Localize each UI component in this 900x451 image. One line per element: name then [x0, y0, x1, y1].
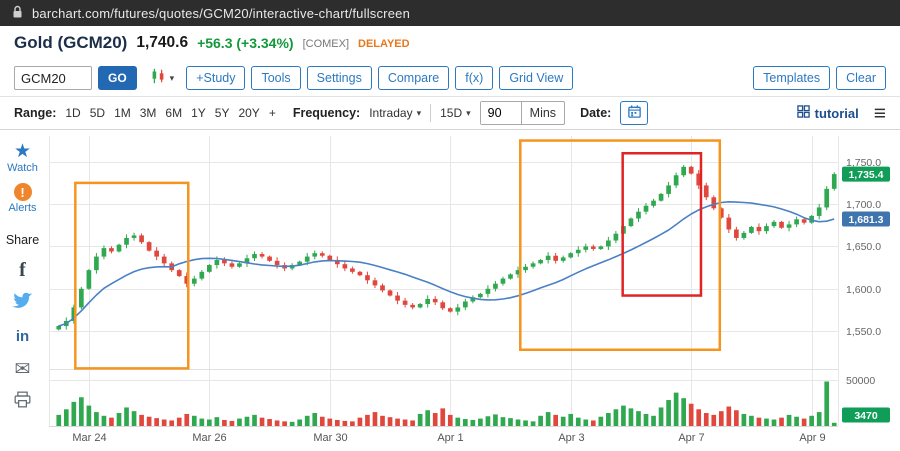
chart-canvas[interactable]: Mar 24 Mar 26 Mar 30 Apr 1 Apr 3 Apr 7 Apr 9 1,…: [45, 130, 900, 451]
lock-icon: [12, 5, 23, 22]
tutorial-button[interactable]: tutorial: [796, 105, 859, 121]
linkedin-share-button[interactable]: in: [16, 323, 29, 349]
exchange-label: [COMEX]: [302, 38, 350, 50]
period-select[interactable]: 15D ▾: [440, 106, 471, 120]
alerts-button[interactable]: ! Alerts: [8, 183, 37, 214]
grid-view-button[interactable]: Grid View: [499, 66, 574, 90]
interval-unit-label: Mins: [520, 102, 564, 124]
chart-type-selector[interactable]: ▾: [149, 67, 175, 90]
interval-input-group: Mins: [479, 101, 566, 125]
printer-icon: [13, 391, 32, 413]
frequency-value: Intraday: [369, 106, 413, 120]
hamburger-menu-icon[interactable]: ≡: [873, 101, 886, 125]
svg-text:1,650.0: 1,650.0: [846, 241, 881, 253]
frequency-select[interactable]: Intraday ▾: [369, 106, 421, 120]
range-option-20y[interactable]: 20Y: [238, 106, 260, 120]
chevron-down-icon: ▾: [466, 107, 471, 118]
range-option-1y[interactable]: 1Y: [191, 106, 206, 120]
frequency-label: Frequency:: [292, 106, 361, 120]
watch-button[interactable]: ★ Watch: [7, 142, 38, 174]
chevron-down-icon: ▾: [169, 72, 175, 83]
watch-star-icon: ★: [13, 141, 32, 162]
svg-text:Apr 1: Apr 1: [437, 432, 463, 444]
fx-button[interactable]: f(x): [455, 66, 494, 90]
range-option-custom[interactable]: +: [268, 106, 276, 120]
facebook-icon: f: [19, 258, 26, 281]
svg-text:Apr 3: Apr 3: [558, 432, 584, 444]
watch-label: Watch: [7, 162, 38, 174]
range-option-3m[interactable]: 3M: [139, 106, 157, 120]
range-option-5y[interactable]: 5Y: [214, 106, 230, 120]
last-price: 1,740.6: [136, 34, 189, 51]
price-chart[interactable]: Mar 24 Mar 26 Mar 30 Apr 1 Apr 3 Apr 7 Apr 9 1,…: [45, 130, 900, 451]
svg-text:Mar 30: Mar 30: [313, 432, 347, 444]
date-label: Date:: [580, 106, 612, 120]
clear-button[interactable]: Clear: [836, 66, 886, 90]
chart-toolbar: GO ▾ +Study Tools Settings Compare f(x) …: [0, 60, 900, 96]
twitter-icon: [12, 292, 33, 315]
envelope-icon: ✉: [14, 358, 31, 380]
settings-button[interactable]: Settings: [306, 66, 372, 90]
email-share-button[interactable]: ✉: [15, 356, 31, 382]
tools-button[interactable]: Tools: [251, 66, 301, 90]
svg-text:1,735.4: 1,735.4: [848, 169, 883, 181]
svg-text:1,750.0: 1,750.0: [846, 157, 881, 169]
svg-text:1,681.3: 1,681.3: [848, 214, 883, 226]
chevron-down-icon: ▾: [416, 107, 422, 118]
range-option-1m[interactable]: 1M: [114, 106, 131, 120]
candlestick-icon: [149, 67, 167, 90]
divider: [430, 104, 432, 122]
price-change: +56.3 (+3.34%): [197, 35, 294, 51]
range-option-1d[interactable]: 1D: [65, 106, 81, 120]
share-label: Share: [5, 233, 40, 247]
range-label: Range:: [14, 106, 57, 120]
svg-text:1,700.0: 1,700.0: [846, 199, 881, 211]
quote-header: Gold (GCM20) 1,740.6 +56.3 (+3.34%) [COM…: [0, 26, 900, 60]
svg-text:3470: 3470: [854, 410, 878, 422]
main-area: ★ Watch ! Alerts Share f in ✉: [0, 130, 900, 451]
period-value: 15D: [440, 106, 463, 120]
date-picker-button[interactable]: [620, 101, 649, 125]
twitter-share-button[interactable]: [12, 290, 33, 316]
go-button[interactable]: GO: [98, 66, 137, 90]
facebook-share-button[interactable]: f: [19, 257, 26, 283]
svg-text:Apr 9: Apr 9: [799, 432, 825, 444]
linkedin-icon: in: [15, 327, 30, 345]
range-option-6m[interactable]: 6M: [165, 106, 183, 120]
alert-exclamation-icon: !: [13, 183, 32, 201]
grid-icon: [796, 105, 810, 121]
interval-input[interactable]: [480, 102, 521, 124]
compare-button[interactable]: Compare: [377, 66, 450, 90]
delayed-badge: DELAYED: [358, 38, 410, 50]
alerts-label: Alerts: [8, 202, 37, 214]
calendar-icon: [627, 104, 642, 122]
svg-text:1,550.0: 1,550.0: [846, 326, 881, 338]
tutorial-label: tutorial: [814, 105, 859, 121]
svg-text:50000: 50000: [846, 375, 875, 387]
left-sidebar: ★ Watch ! Alerts Share f in ✉: [0, 130, 45, 451]
browser-address-bar[interactable]: barchart.com/futures/quotes/GCM20/intera…: [0, 0, 900, 26]
url-text: barchart.com/futures/quotes/GCM20/intera…: [32, 5, 410, 21]
svg-text:Mar 24: Mar 24: [72, 432, 106, 444]
add-study-button[interactable]: +Study: [186, 66, 246, 90]
symbol-title: Gold (GCM20): [14, 33, 128, 52]
range-option-5d[interactable]: 5D: [89, 106, 106, 120]
symbol-input[interactable]: [14, 66, 92, 90]
svg-text:Mar 26: Mar 26: [192, 432, 226, 444]
print-button[interactable]: [13, 389, 32, 415]
templates-button[interactable]: Templates: [753, 66, 831, 90]
range-toolbar: Range: 1D 5D 1M 3M 6M 1Y 5Y 20Y + Freque…: [0, 96, 900, 130]
svg-text:1,600.0: 1,600.0: [846, 284, 881, 296]
svg-text:Apr 7: Apr 7: [678, 432, 704, 444]
